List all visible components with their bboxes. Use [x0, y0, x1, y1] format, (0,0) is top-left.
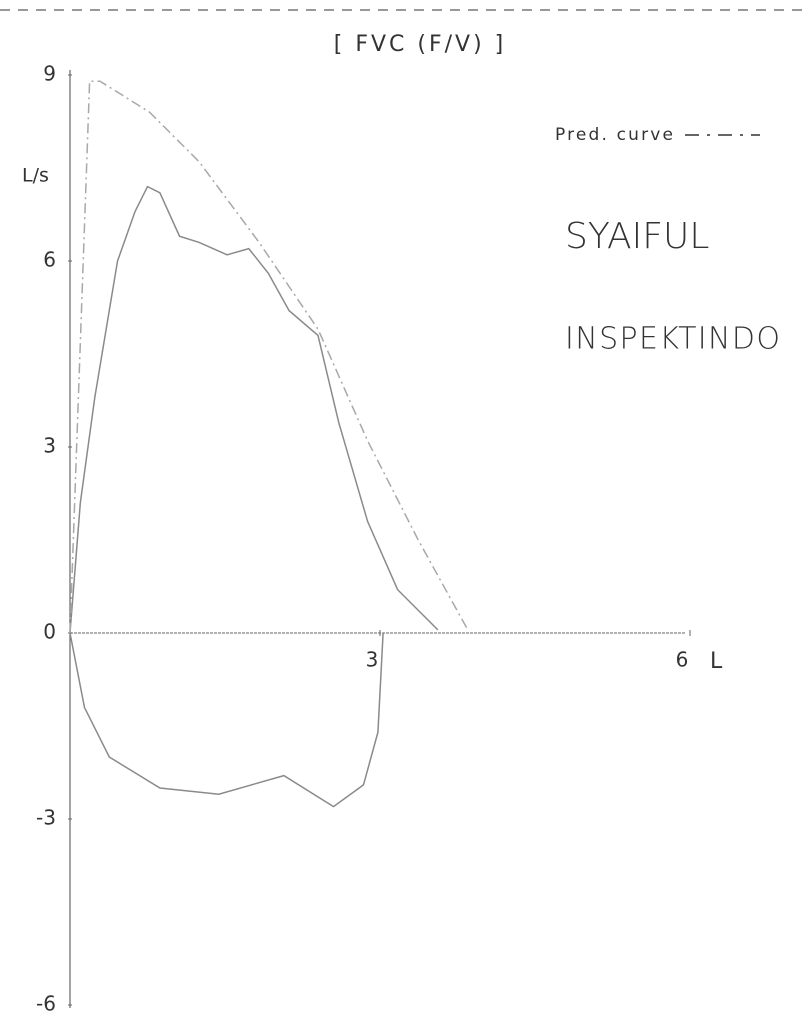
data-line [69, 185, 439, 634]
x-tick-label: 3 [366, 648, 379, 672]
legend-label: Pred. curve [555, 125, 673, 145]
y-tick-label: 3 [43, 434, 56, 458]
y-tick-label: -3 [36, 806, 56, 830]
y-tick-label: 6 [43, 248, 56, 272]
y-tick-label: -6 [36, 992, 56, 1016]
y-tick-label: 9 [43, 62, 56, 86]
x-tick-label: 6 [676, 648, 689, 672]
data-line [69, 80, 469, 634]
y-axis-label: L/s [22, 165, 49, 187]
x-axis-label: L [710, 649, 723, 674]
data-line [69, 632, 384, 808]
y-tick-label: 0 [43, 620, 56, 644]
handwritten-note: INSPEKTINDO [565, 322, 780, 357]
handwritten-note: SYAIFUL [565, 216, 709, 257]
chart-title: [ FVC (F/V) ] [334, 32, 507, 57]
